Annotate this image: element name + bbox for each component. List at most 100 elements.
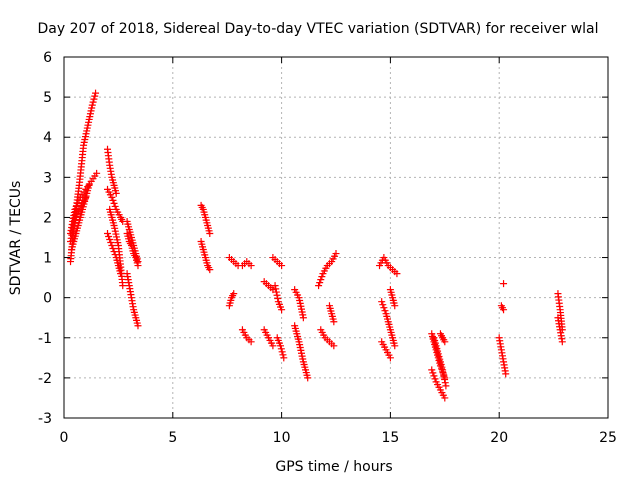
data-point	[134, 322, 142, 330]
grid-lines	[64, 57, 608, 418]
data-point	[317, 276, 325, 284]
data-point	[558, 338, 566, 346]
data-point	[272, 288, 280, 296]
data-point	[431, 375, 439, 383]
data-points	[67, 89, 566, 402]
x-tick-label: 15	[381, 430, 399, 446]
data-point	[68, 228, 76, 236]
data-point	[304, 374, 312, 382]
chart-title: Day 207 of 2018, Sidereal Day-to-day VTE…	[37, 21, 598, 37]
data-point	[330, 342, 338, 350]
y-tick-label: 3	[43, 170, 52, 186]
data-point	[104, 229, 112, 237]
data-point	[500, 306, 508, 314]
y-tick-label: 4	[43, 130, 52, 146]
data-point	[441, 379, 449, 387]
data-point	[278, 306, 286, 314]
data-point	[439, 369, 447, 377]
data-point	[88, 101, 96, 109]
data-point	[247, 262, 255, 270]
data-point	[330, 318, 338, 326]
data-point	[134, 262, 142, 270]
data-point	[72, 202, 80, 210]
data-point	[106, 236, 114, 244]
data-point	[299, 314, 307, 322]
plot-frame	[63, 56, 609, 419]
y-tick-label: 5	[43, 90, 52, 106]
x-tick-label: 25	[599, 430, 617, 446]
data-point	[280, 354, 288, 362]
y-tick-label: 6	[43, 50, 52, 66]
y-axis-label: SDTVAR / TECUs	[8, 181, 24, 296]
data-point	[441, 394, 449, 402]
data-point	[381, 307, 389, 315]
data-point	[110, 199, 118, 207]
x-tick-label: 0	[60, 430, 69, 446]
data-point	[247, 338, 255, 346]
data-point	[109, 196, 117, 204]
data-point	[332, 250, 340, 258]
y-tick-label: 1	[43, 251, 52, 267]
data-point	[92, 89, 100, 97]
data-point	[105, 232, 113, 240]
data-point	[441, 375, 449, 383]
data-point	[500, 280, 508, 288]
data-point	[386, 354, 394, 362]
data-point	[206, 266, 214, 274]
data-point	[72, 212, 80, 220]
data-point	[441, 338, 449, 346]
data-point	[93, 169, 101, 177]
data-point	[430, 372, 438, 380]
data-point	[379, 301, 387, 309]
data-point	[90, 95, 98, 103]
data-point	[71, 215, 79, 223]
data-point	[273, 291, 281, 299]
data-point	[71, 205, 79, 213]
data-point	[68, 231, 76, 239]
data-point	[439, 366, 447, 374]
data-point	[277, 342, 285, 350]
data-point	[380, 304, 388, 312]
data-point	[206, 229, 214, 237]
data-point	[278, 262, 286, 270]
data-point	[391, 302, 399, 310]
data-point	[108, 193, 116, 201]
data-point	[274, 294, 282, 302]
data-point	[85, 181, 93, 189]
data-point	[391, 342, 399, 350]
data-point	[277, 345, 285, 353]
y-tick-label: 2	[43, 210, 52, 226]
data-point	[316, 279, 324, 287]
data-point	[111, 202, 119, 210]
x-axis-label: GPS time / hours	[275, 459, 392, 475]
y-tick-label: -2	[38, 371, 52, 387]
data-point	[440, 372, 448, 380]
data-point	[108, 242, 116, 250]
data-point	[272, 285, 280, 293]
data-point	[428, 366, 436, 374]
data-point	[89, 98, 97, 106]
data-point	[119, 282, 127, 290]
data-point	[271, 282, 279, 290]
x-tick-label: 5	[168, 430, 177, 446]
x-tick-label: 20	[490, 430, 508, 446]
data-point	[74, 199, 82, 207]
data-point	[107, 239, 115, 247]
data-point	[502, 370, 510, 378]
x-tick-label: 10	[273, 430, 291, 446]
data-point	[112, 189, 120, 197]
data-point	[91, 92, 99, 100]
data-point	[269, 342, 277, 350]
y-tick-label: -1	[38, 331, 52, 347]
y-tick-label: 0	[43, 291, 52, 307]
data-point	[378, 298, 386, 306]
data-point	[278, 348, 286, 356]
data-point	[429, 369, 437, 377]
data-point	[230, 290, 238, 298]
data-point	[393, 270, 401, 278]
data-point	[442, 382, 450, 390]
axis-ticks: 0 5 10 15 20 25 -3 -2 -1 0 1 2 3 4 5 6	[38, 50, 617, 446]
data-point	[279, 351, 287, 359]
y-tick-label: -3	[38, 411, 52, 427]
